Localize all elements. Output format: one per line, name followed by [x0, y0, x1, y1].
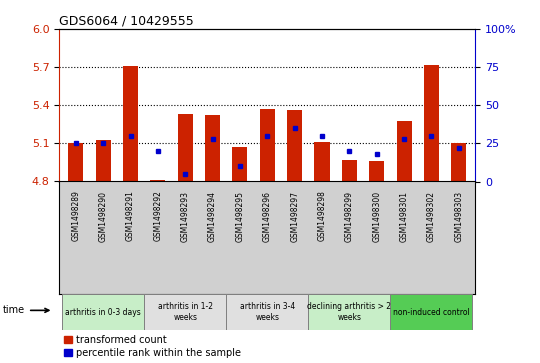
Bar: [390, 294, 472, 330]
Bar: [314, 142, 329, 182]
Bar: [150, 180, 165, 182]
Bar: [451, 143, 467, 182]
Text: GSM1498300: GSM1498300: [372, 191, 381, 242]
Text: GSM1498291: GSM1498291: [126, 191, 135, 241]
Text: GSM1498293: GSM1498293: [181, 191, 190, 241]
Text: declining arthritis > 2
weeks: declining arthritis > 2 weeks: [307, 302, 392, 322]
Legend: transformed count, percentile rank within the sample: transformed count, percentile rank withi…: [64, 335, 241, 358]
Text: GSM1498294: GSM1498294: [208, 191, 217, 241]
Text: GSM1498298: GSM1498298: [318, 191, 327, 241]
Bar: [123, 66, 138, 182]
Bar: [144, 294, 226, 330]
Text: time: time: [3, 305, 49, 315]
Text: arthritis in 3-4
weeks: arthritis in 3-4 weeks: [240, 302, 295, 322]
Bar: [396, 121, 411, 182]
Text: GSM1498301: GSM1498301: [400, 191, 409, 241]
Text: GSM1498290: GSM1498290: [99, 191, 107, 241]
Bar: [260, 109, 275, 182]
Text: arthritis in 1-2
weeks: arthritis in 1-2 weeks: [158, 302, 213, 322]
Bar: [96, 139, 111, 182]
Bar: [232, 147, 247, 182]
Text: GSM1498289: GSM1498289: [71, 191, 80, 241]
Bar: [205, 115, 220, 182]
Bar: [226, 294, 308, 330]
Bar: [369, 161, 384, 182]
Text: GSM1498302: GSM1498302: [427, 191, 436, 241]
Text: GSM1498297: GSM1498297: [290, 191, 299, 241]
Text: arthritis in 0-3 days: arthritis in 0-3 days: [65, 308, 141, 317]
Bar: [342, 160, 357, 182]
Bar: [62, 294, 144, 330]
Bar: [68, 143, 83, 182]
Bar: [308, 294, 390, 330]
Bar: [287, 110, 302, 182]
Bar: [424, 65, 439, 182]
Bar: [178, 114, 193, 182]
Text: GSM1498299: GSM1498299: [345, 191, 354, 241]
Text: GSM1498295: GSM1498295: [235, 191, 245, 241]
Text: GSM1498292: GSM1498292: [153, 191, 163, 241]
Text: GSM1498303: GSM1498303: [454, 191, 463, 242]
Text: non-induced control: non-induced control: [393, 308, 470, 317]
Text: GSM1498296: GSM1498296: [263, 191, 272, 241]
Text: GDS6064 / 10429555: GDS6064 / 10429555: [59, 15, 194, 28]
